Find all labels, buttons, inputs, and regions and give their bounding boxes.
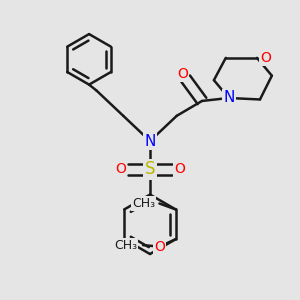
Text: O: O	[115, 162, 126, 176]
Text: N: N	[144, 134, 156, 148]
Text: O: O	[174, 162, 185, 176]
Text: O: O	[177, 67, 188, 81]
Text: O: O	[260, 51, 272, 65]
Text: CH₃: CH₃	[132, 197, 155, 210]
Text: N: N	[223, 91, 235, 106]
Text: S: S	[145, 160, 155, 178]
Text: O: O	[154, 240, 165, 254]
Text: CH₃: CH₃	[114, 238, 137, 252]
